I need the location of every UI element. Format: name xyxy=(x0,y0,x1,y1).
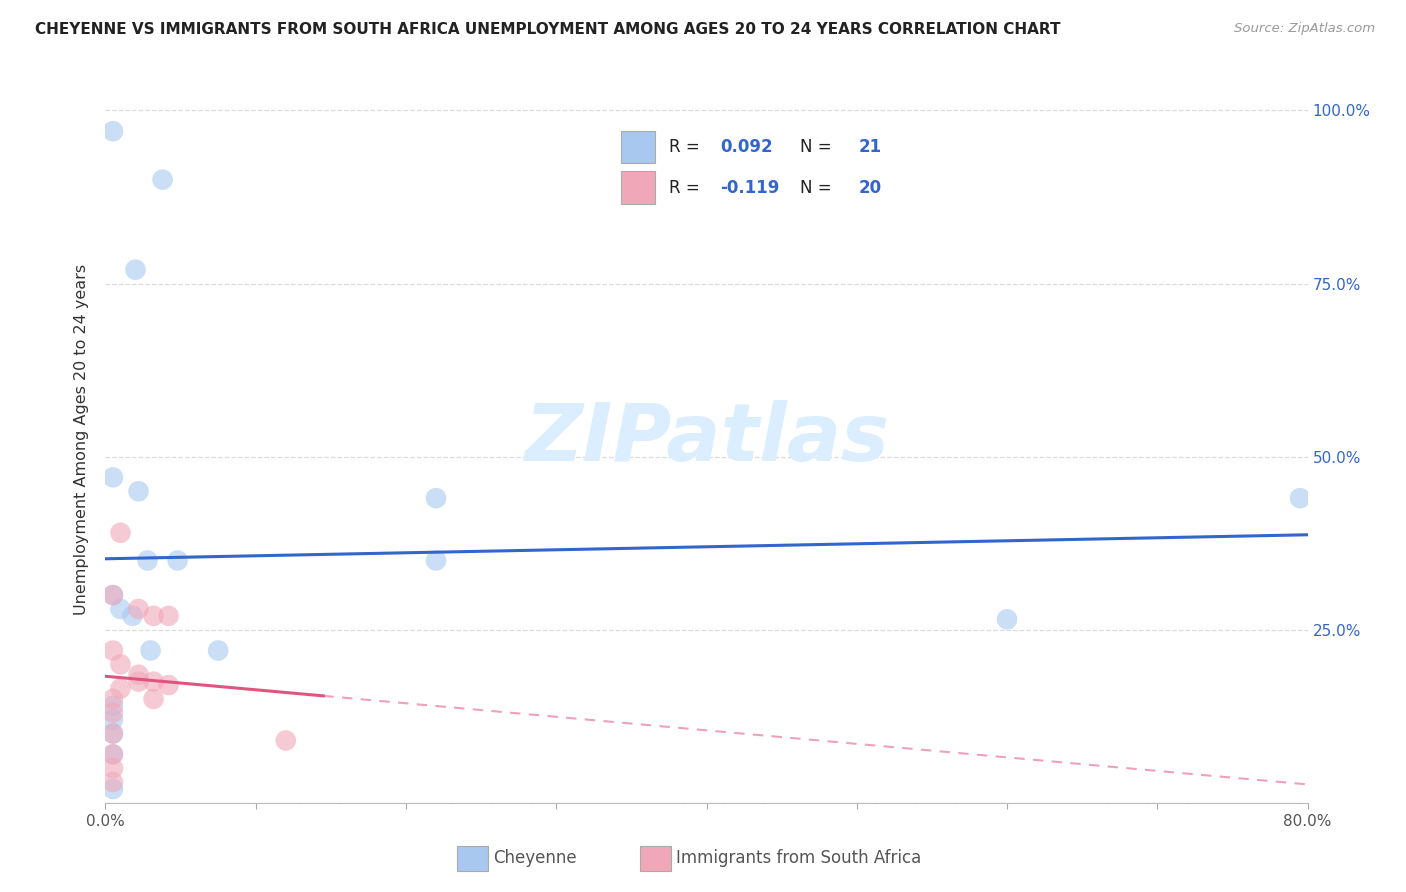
Point xyxy=(1289,491,1312,505)
Text: Cheyenne: Cheyenne xyxy=(494,849,576,867)
Point xyxy=(101,747,124,762)
Point xyxy=(157,678,180,692)
Point xyxy=(101,124,124,138)
Point xyxy=(274,733,297,747)
Point xyxy=(136,553,159,567)
Point xyxy=(142,608,165,623)
Point xyxy=(128,484,150,499)
Point xyxy=(425,491,447,505)
Point xyxy=(101,643,124,657)
Bar xyxy=(620,130,655,163)
Text: R =: R = xyxy=(669,138,704,156)
Point xyxy=(128,667,150,681)
Point xyxy=(101,588,124,602)
Text: 20: 20 xyxy=(858,179,882,197)
Bar xyxy=(620,171,655,203)
Point xyxy=(101,470,124,484)
Text: N =: N = xyxy=(800,138,837,156)
Point xyxy=(152,172,174,186)
Point xyxy=(995,612,1018,626)
Point xyxy=(101,698,124,713)
Point xyxy=(101,692,124,706)
Text: ZIPatlas: ZIPatlas xyxy=(524,401,889,478)
Point xyxy=(101,726,124,740)
Point xyxy=(101,775,124,789)
Point xyxy=(139,643,162,657)
Point xyxy=(207,643,229,657)
Point xyxy=(166,553,188,567)
Point xyxy=(101,706,124,720)
Point xyxy=(101,761,124,775)
Text: CHEYENNE VS IMMIGRANTS FROM SOUTH AFRICA UNEMPLOYMENT AMONG AGES 20 TO 24 YEARS : CHEYENNE VS IMMIGRANTS FROM SOUTH AFRICA… xyxy=(35,22,1060,37)
Text: 21: 21 xyxy=(858,138,882,156)
Point xyxy=(101,713,124,727)
Point xyxy=(101,781,124,796)
Point xyxy=(128,602,150,616)
Point xyxy=(110,602,132,616)
Point xyxy=(157,608,180,623)
Text: Immigrants from South Africa: Immigrants from South Africa xyxy=(676,849,921,867)
Point xyxy=(128,674,150,689)
Point xyxy=(124,262,146,277)
Y-axis label: Unemployment Among Ages 20 to 24 years: Unemployment Among Ages 20 to 24 years xyxy=(75,264,90,615)
Text: -0.119: -0.119 xyxy=(721,179,780,197)
Text: Source: ZipAtlas.com: Source: ZipAtlas.com xyxy=(1234,22,1375,36)
Point xyxy=(425,553,447,567)
Text: N =: N = xyxy=(800,179,837,197)
Text: 0.092: 0.092 xyxy=(721,138,773,156)
Point xyxy=(142,674,165,689)
Point xyxy=(110,657,132,672)
Point xyxy=(110,525,132,540)
Point xyxy=(101,588,124,602)
Text: R =: R = xyxy=(669,179,704,197)
Point xyxy=(121,608,143,623)
Point xyxy=(101,747,124,762)
Point xyxy=(142,692,165,706)
Point xyxy=(101,726,124,740)
Point xyxy=(110,681,132,696)
